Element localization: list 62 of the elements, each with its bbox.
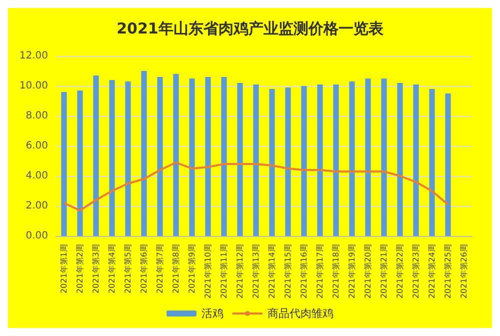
x-tick-label: 2021年第13周 <box>252 244 260 299</box>
y-tick-label: 0.00 <box>26 230 48 242</box>
x-tick-label: 2021年第12周 <box>236 244 244 299</box>
x-tick-label: 2021年第21周 <box>380 244 388 299</box>
x-tick-label: 2021年第3周 <box>92 244 100 294</box>
bar <box>285 88 291 236</box>
bar <box>109 80 115 236</box>
x-tick-label: 2021年第14周 <box>268 244 276 299</box>
x-tick-label: 2021年第6周 <box>140 244 148 294</box>
bar <box>429 89 435 236</box>
x-tick-label: 2021年第8周 <box>172 244 180 294</box>
x-tick-label: 2021年第24周 <box>428 244 436 299</box>
bar <box>269 89 275 236</box>
x-tick-label: 2021年第20周 <box>364 244 372 299</box>
chart-title: 2021年山东省肉鸡产业监测价格一览表 <box>116 20 384 38</box>
x-tick-label: 2021年第16周 <box>300 244 308 299</box>
x-tick-label: 2021年第18周 <box>332 244 340 299</box>
bar <box>77 90 83 236</box>
y-tick-label: 2.00 <box>26 200 48 212</box>
x-tick-label: 2021年第2周 <box>76 244 84 294</box>
y-tick-label: 12.00 <box>19 50 48 62</box>
bar <box>125 82 131 236</box>
y-tick-label: 6.00 <box>26 140 48 152</box>
bar <box>253 84 259 236</box>
bar <box>173 74 179 236</box>
x-tick-label: 2021年第17周 <box>316 244 324 299</box>
x-tick-label: 2021年第25周 <box>444 244 452 299</box>
y-tick-label: 8.00 <box>26 110 48 122</box>
bar <box>317 84 323 236</box>
bar <box>221 77 227 236</box>
bar <box>301 86 307 236</box>
x-tick-label: 2021年第15周 <box>284 244 292 299</box>
bar <box>445 94 451 236</box>
bar <box>141 71 147 236</box>
x-tick-label: 2021年第4周 <box>108 244 116 294</box>
bar <box>237 83 243 236</box>
bar <box>61 92 67 236</box>
legend-label: 活鸡 <box>202 307 224 320</box>
bar <box>397 83 403 236</box>
legend-label: 商品代肉雏鸡 <box>268 307 334 320</box>
bar <box>333 84 339 236</box>
bar <box>365 78 371 236</box>
bar <box>205 77 211 236</box>
bar <box>93 76 99 236</box>
line-series <box>63 162 449 212</box>
x-tick-label: 2021年第23周 <box>412 244 420 299</box>
bar <box>157 77 163 236</box>
y-tick-label: 4.00 <box>26 170 48 182</box>
x-tick-label: 2021年第11周 <box>220 244 228 299</box>
x-tick-label: 2021年第7周 <box>156 244 164 294</box>
bar <box>349 82 355 236</box>
x-tick-label: 2021年第1周 <box>60 244 68 294</box>
bar <box>189 78 195 236</box>
x-tick-label: 2021年第19周 <box>348 244 356 299</box>
x-tick-label: 2021年第10周 <box>204 244 212 299</box>
x-tick-label: 2021年第22周 <box>396 244 404 299</box>
x-tick-label: 2021年第26周 <box>460 244 468 299</box>
x-tick-label: 2021年第5周 <box>124 244 132 294</box>
y-tick-label: 10.00 <box>19 80 48 92</box>
bar <box>381 78 387 236</box>
bar <box>413 84 419 236</box>
x-tick-label: 2021年第9周 <box>188 244 196 294</box>
